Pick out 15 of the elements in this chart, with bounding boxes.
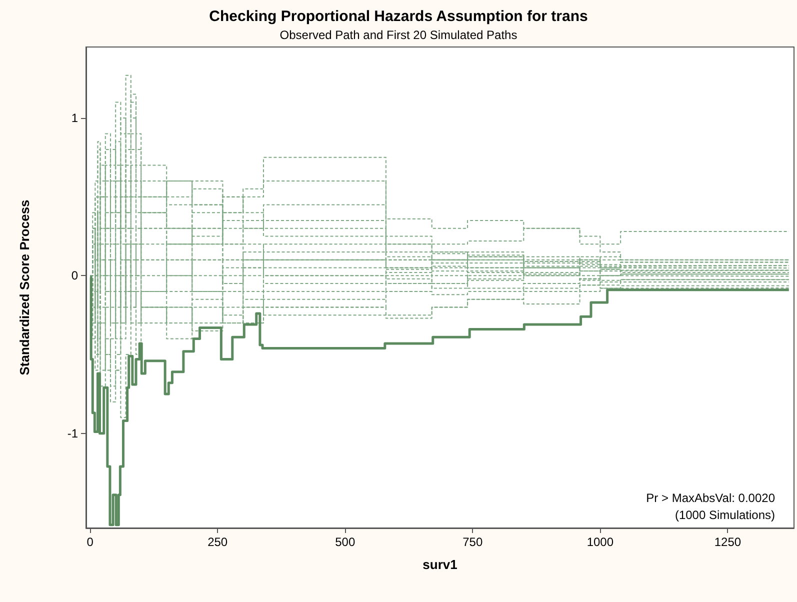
x-tick-label: 250 — [208, 535, 228, 549]
annotation: (1000 Simulations) — [674, 508, 776, 522]
annotation: Pr > MaxAbsVal: 0.0020 — [646, 491, 776, 505]
chart-subtitle: Observed Path and First 20 Simulated Paths — [280, 28, 518, 42]
x-axis-title: surv1 — [422, 557, 458, 572]
x-tick-label: 750 — [462, 535, 483, 549]
chart-title: Checking Proportional Hazards Assumption for trans — [209, 8, 588, 25]
y-tick-label: 0 — [71, 268, 78, 283]
x-tick-label: 1000 — [586, 535, 614, 549]
y-tick-label: 1 — [71, 110, 78, 125]
y-tick-label: -1 — [67, 426, 78, 440]
x-tick-label: 0 — [86, 535, 94, 549]
x-tick-label: 500 — [335, 535, 356, 549]
y-axis-title: Standardized Score Process — [17, 200, 32, 376]
x-tick-label: 1250 — [714, 535, 742, 549]
